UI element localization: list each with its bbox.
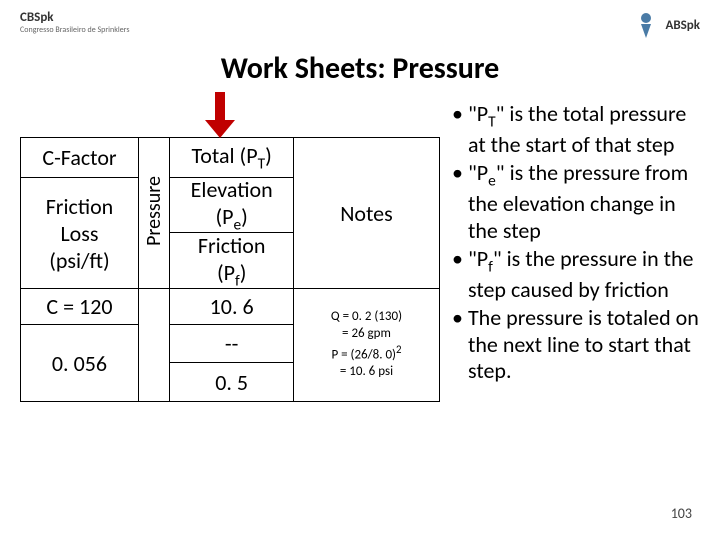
logo-left-sub: Congresso Brasileiro de Sprinklers xyxy=(20,25,129,35)
logo-left: CBSpk Congresso Brasileiro de Sprinklers xyxy=(20,10,129,35)
table-area: C-Factor Pressure Total (PT) Notes Frict… xyxy=(20,97,440,402)
bullet-3: "Pf" is the pressure in the step caused … xyxy=(452,246,700,303)
notes-header: Notes xyxy=(293,138,439,289)
bullet-2: "Pe" is the pressure from the elevation … xyxy=(452,160,700,244)
rotated-spacer xyxy=(138,289,169,402)
friction-pf-header: Friction (Pf) xyxy=(170,233,293,288)
slide: CBSpk Congresso Brasileiro de Sprinklers… xyxy=(0,0,720,540)
bullet-list: "PT" is the total pressure at the start … xyxy=(440,97,700,402)
arrow-down-icon xyxy=(205,92,235,142)
pressure-header: Pressure xyxy=(138,138,169,289)
content-area: C-Factor Pressure Total (PT) Notes Frict… xyxy=(20,97,700,402)
logo-right-main: ABSpk xyxy=(665,18,700,33)
pressure-table: C-Factor Pressure Total (PT) Notes Frict… xyxy=(20,137,440,402)
sprinkler-icon xyxy=(631,10,661,40)
friction-loss-header: Friction Loss (psi/ft) xyxy=(21,178,139,289)
total-pt-header: Total (PT) xyxy=(170,138,294,178)
logo-right: ABSpk xyxy=(631,10,700,40)
pt-value-cell: 10. 6 xyxy=(170,289,294,325)
pf-value-cell: 0. 5 xyxy=(170,363,293,401)
elevation-header: Elevation (Pe) xyxy=(170,178,293,233)
calc-notes-cell: Q = 0. 2 (130) = 26 gpm P = (26/8. 0)2 =… xyxy=(293,289,439,402)
logo-left-main: CBSpk xyxy=(20,10,129,25)
page-title: Work Sheets: Pressure xyxy=(20,50,700,87)
page-number: 103 xyxy=(671,505,692,522)
pe-value-cell: -- xyxy=(170,325,293,363)
friction-value-cell: 0. 056 xyxy=(21,325,139,402)
bullet-1: "PT" is the total pressure at the start … xyxy=(452,101,700,158)
bullet-4: The pressure is totaled on the next line… xyxy=(452,305,700,384)
cfactor-header: C-Factor xyxy=(21,138,139,178)
c-value-cell: C = 120 xyxy=(21,289,139,325)
